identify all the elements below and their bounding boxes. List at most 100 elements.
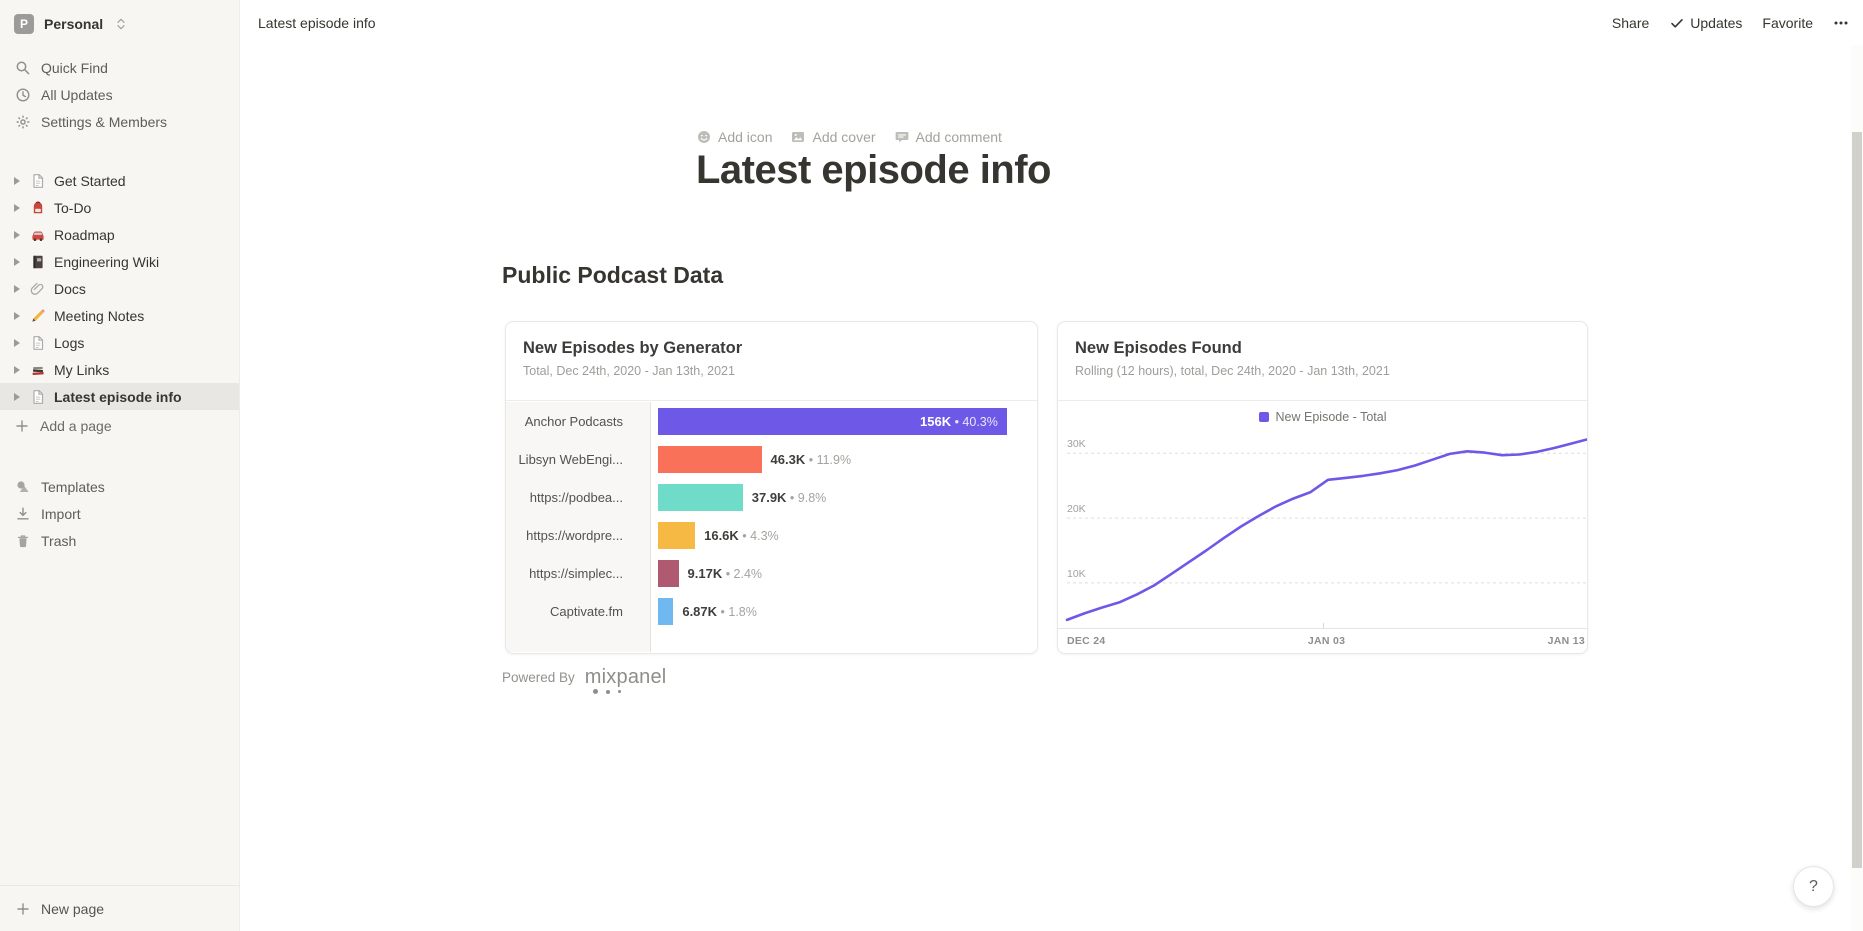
bar-chart: Anchor Podcasts 156K • 40.3% Libsyn WebEng… bbox=[506, 402, 1037, 652]
sidebar-page-label: Latest episode info bbox=[54, 388, 182, 405]
bar-percent: 9.8% bbox=[797, 490, 827, 505]
more-button[interactable] bbox=[1833, 15, 1849, 31]
mixpanel-dots-icon bbox=[592, 689, 667, 694]
sidebar-page-get-started[interactable]: Get Started bbox=[0, 167, 239, 194]
toggle-chevron-icon[interactable] bbox=[8, 334, 26, 352]
add-a-page-button[interactable]: Add a page bbox=[0, 412, 239, 439]
line-chart-subtitle: Rolling (12 hours), total, Dec 24th, 202… bbox=[1075, 364, 1390, 378]
bar-zone: 46.3K • 11.9% bbox=[658, 440, 1027, 478]
sidebar-item-trash[interactable]: Trash bbox=[0, 527, 239, 554]
toggle-chevron-icon[interactable] bbox=[8, 388, 26, 406]
toggle-chevron-icon[interactable] bbox=[8, 280, 26, 298]
share-button[interactable]: Share bbox=[1612, 15, 1649, 31]
bar-category-label: Captivate.fm bbox=[550, 603, 623, 619]
separator: • bbox=[786, 490, 798, 505]
sidebar-page-docs[interactable]: Docs bbox=[0, 275, 239, 302]
sidebar-page-to-do[interactable]: To-Do bbox=[0, 194, 239, 221]
action-label: Updates bbox=[1690, 14, 1743, 31]
help-button[interactable]: ? bbox=[1793, 866, 1834, 907]
workspace-name: Personal bbox=[44, 16, 104, 32]
powered-by: Powered By mixpanel bbox=[502, 666, 666, 694]
sidebar-item-label: Quick Find bbox=[41, 59, 108, 76]
axis-tick bbox=[1322, 623, 1324, 628]
sidebar-page-latest-episode-info[interactable]: Latest episode info bbox=[0, 383, 239, 410]
bar-zone: 156K • 40.3% bbox=[658, 402, 1027, 440]
toggle-chevron-icon[interactable] bbox=[8, 307, 26, 325]
sidebar-page-label: Get Started bbox=[54, 172, 126, 189]
x-axis-labels: DEC 24 JAN 03 JAN 13 bbox=[1067, 635, 1585, 647]
toggle-chevron-icon[interactable] bbox=[8, 253, 26, 271]
favorite-button[interactable]: Favorite bbox=[1762, 15, 1813, 31]
toggle-chevron-icon[interactable] bbox=[8, 172, 26, 190]
bar-chart-card[interactable]: New Episodes by Generator Total, Dec 24t… bbox=[505, 321, 1038, 654]
toggle-chevron-icon[interactable] bbox=[8, 199, 26, 217]
bar-row: Anchor Podcasts 156K • 40.3% bbox=[506, 402, 1037, 440]
action-label: Share bbox=[1611, 14, 1650, 31]
x-axis-label: JAN 13 bbox=[1547, 635, 1585, 647]
sidebar-item-templates[interactable]: Templates bbox=[0, 473, 239, 500]
new-page-label: New page bbox=[41, 900, 105, 917]
breadcrumb[interactable]: Latest episode info bbox=[258, 14, 376, 31]
sidebar-page-label: Logs bbox=[54, 334, 85, 351]
sidebar-footer-nav: Templates Import Trash bbox=[0, 473, 239, 554]
bar[interactable] bbox=[658, 559, 679, 587]
bar-value-label: 6.87K • 1.8% bbox=[682, 598, 757, 625]
bar-value-label: 46.3K • 11.9% bbox=[771, 446, 852, 473]
control-label: Add comment bbox=[915, 129, 1002, 145]
sidebar-item-quick-find[interactable]: Quick Find bbox=[0, 54, 239, 81]
action-label: Favorite bbox=[1762, 14, 1813, 31]
bar-value-label: 16.6K • 4.3% bbox=[704, 522, 779, 549]
legend-swatch bbox=[1258, 412, 1269, 422]
sidebar-item-settings-members[interactable]: Settings & Members bbox=[0, 108, 239, 135]
sidebar-page-meeting-notes[interactable]: Meeting Notes bbox=[0, 302, 239, 329]
sidebar-page-logs[interactable]: Logs bbox=[0, 329, 239, 356]
topbar: Latest episode info Share Updates Favorite bbox=[240, 0, 1863, 45]
emoji-face-icon bbox=[696, 129, 712, 145]
sidebar-page-label: To-Do bbox=[54, 199, 92, 216]
bar-value: 9.17K bbox=[687, 565, 723, 581]
bar-row: https://wordpre... 16.6K • 4.3% bbox=[506, 516, 1037, 554]
updates-button[interactable]: Updates bbox=[1669, 15, 1742, 31]
toggle-chevron-icon[interactable] bbox=[8, 361, 26, 379]
line-series[interactable] bbox=[1065, 438, 1588, 622]
new-page-button[interactable]: New page bbox=[0, 885, 239, 931]
add-icon-button[interactable]: Add icon bbox=[696, 129, 772, 145]
bar-value: 6.87K bbox=[682, 603, 718, 619]
bar[interactable] bbox=[658, 521, 696, 549]
sidebar-page-roadmap[interactable]: Roadmap bbox=[0, 221, 239, 248]
bar[interactable] bbox=[658, 597, 674, 625]
x-axis-label: JAN 03 bbox=[1307, 635, 1346, 647]
legend-item[interactable]: New Episode - Total bbox=[1258, 410, 1386, 424]
y-axis-label: 30K bbox=[1067, 438, 1086, 450]
bar-row: https://simplec... 9.17K • 2.4% bbox=[506, 554, 1037, 592]
bar-row: Libsyn WebEngi... 46.3K • 11.9% bbox=[506, 440, 1037, 478]
add-cover-button[interactable]: Add cover bbox=[790, 129, 876, 145]
bar-category-label: https://simplec... bbox=[529, 565, 623, 581]
sidebar-page-engineering-wiki[interactable]: Engineering Wiki bbox=[0, 248, 239, 275]
bar-value: 37.9K bbox=[751, 489, 787, 505]
toggle-chevron-icon[interactable] bbox=[8, 226, 26, 244]
bar-zone: 37.9K • 9.8% bbox=[658, 478, 1027, 516]
trash-icon bbox=[15, 533, 31, 549]
sidebar-item-import[interactable]: Import bbox=[0, 500, 239, 527]
sidebar-page-label: My Links bbox=[54, 361, 110, 378]
scrollbar-track[interactable] bbox=[1851, 45, 1863, 931]
bar-chart-title: New Episodes by Generator bbox=[523, 339, 743, 357]
page-title[interactable]: Latest episode info bbox=[696, 148, 1052, 192]
bar[interactable] bbox=[658, 483, 743, 511]
scrollbar-thumb[interactable] bbox=[1852, 132, 1862, 868]
workspace-expand-icon bbox=[113, 16, 129, 32]
separator: • bbox=[951, 414, 963, 429]
add-comment-button[interactable]: Add comment bbox=[894, 129, 1002, 145]
bar-row: Captivate.fm 6.87K • 1.8% bbox=[506, 592, 1037, 630]
section-heading[interactable]: Public Podcast Data bbox=[502, 262, 724, 288]
line-chart-card[interactable]: New Episodes Found Rolling (12 hours), t… bbox=[1057, 321, 1588, 654]
bar-category-label: https://wordpre... bbox=[526, 527, 623, 543]
mixpanel-logo[interactable]: mixpanel bbox=[585, 666, 667, 694]
sidebar-page-my-links[interactable]: My Links bbox=[0, 356, 239, 383]
bar[interactable]: 156K • 40.3% bbox=[658, 407, 1007, 435]
ellipsis-icon bbox=[1833, 15, 1849, 31]
bar[interactable] bbox=[658, 445, 762, 473]
workspace-switcher[interactable]: P Personal bbox=[4, 6, 235, 42]
sidebar-item-all-updates[interactable]: All Updates bbox=[0, 81, 239, 108]
